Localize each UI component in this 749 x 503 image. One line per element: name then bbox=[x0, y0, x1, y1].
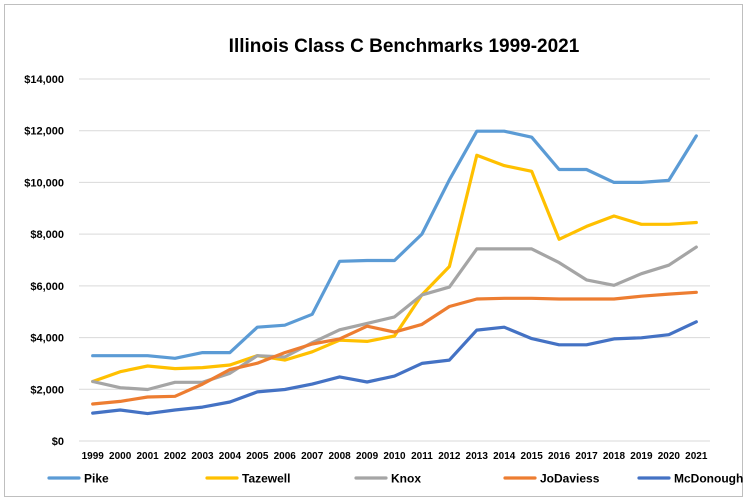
x-tick-label: 2010 bbox=[383, 451, 406, 462]
x-tick-label: 2004 bbox=[219, 451, 242, 462]
y-tick-label: $0 bbox=[52, 436, 64, 448]
legend-label-mcdonough: McDonough bbox=[674, 472, 743, 486]
series-line-knox bbox=[91, 245, 698, 392]
x-tick-label: 2003 bbox=[191, 451, 214, 462]
x-tick-label: 2012 bbox=[438, 451, 461, 462]
chart-frame bbox=[4, 4, 743, 497]
x-tick-label: 2013 bbox=[466, 451, 489, 462]
x-tick-label: 2009 bbox=[356, 451, 379, 462]
x-tick-label: 2000 bbox=[109, 451, 132, 462]
gridlines bbox=[79, 78, 710, 442]
x-tick-label: 2019 bbox=[630, 451, 653, 462]
x-tick-label: 2021 bbox=[685, 451, 708, 462]
y-tick-label: $12,000 bbox=[24, 126, 64, 138]
x-tick-label: 2008 bbox=[329, 451, 352, 462]
x-tick-label: 2014 bbox=[493, 451, 516, 462]
x-tick-label: 2018 bbox=[603, 451, 626, 462]
series-line-pike bbox=[91, 129, 698, 360]
x-tick-label: 2011 bbox=[411, 451, 433, 462]
x-tick-label: 2002 bbox=[164, 451, 187, 462]
y-tick-label: $2,000 bbox=[30, 384, 64, 396]
y-tick-label: $6,000 bbox=[30, 281, 64, 293]
y-tick-label: $10,000 bbox=[24, 177, 64, 189]
series-line-tazewell bbox=[91, 153, 698, 384]
x-tick-label: 2007 bbox=[301, 451, 324, 462]
legend-label-knox: Knox bbox=[391, 472, 421, 486]
series-lines bbox=[91, 129, 698, 416]
y-tick-label: $8,000 bbox=[30, 229, 64, 241]
x-tick-label: 2001 bbox=[136, 451, 159, 462]
series-line-jodaviess bbox=[91, 290, 698, 406]
x-tick-label: 1999 bbox=[82, 451, 105, 462]
legend-label-pike: Pike bbox=[84, 472, 109, 486]
chart-title: Illinois Class C Benchmarks 1999-2021 bbox=[229, 36, 580, 57]
x-tick-label: 2005 bbox=[246, 451, 269, 462]
series-line-mcdonough bbox=[91, 320, 698, 416]
legend-label-tazewell: Tazewell bbox=[242, 472, 290, 486]
legend-label-jodaviess: JoDaviess bbox=[540, 472, 600, 486]
x-tick-label: 2016 bbox=[548, 451, 571, 462]
y-tick-label: $14,000 bbox=[24, 74, 64, 86]
y-tick-label: $4,000 bbox=[30, 333, 64, 345]
legend: Pike Tazewell Knox JoDaviess McDonough bbox=[47, 472, 743, 486]
x-tick-label: 2015 bbox=[521, 451, 544, 462]
x-axis-ticks: 1999 2000 2001 2002 2003 2004 2005 2006 2007 2008… bbox=[82, 451, 708, 462]
x-tick-label: 2006 bbox=[274, 451, 297, 462]
y-axis-ticks: $0 $2,000 $4,000 $6,000 $8,000 $10,000 $12,000… bbox=[24, 74, 64, 448]
x-tick-label: 2017 bbox=[575, 451, 598, 462]
x-tick-label: 2020 bbox=[658, 451, 681, 462]
